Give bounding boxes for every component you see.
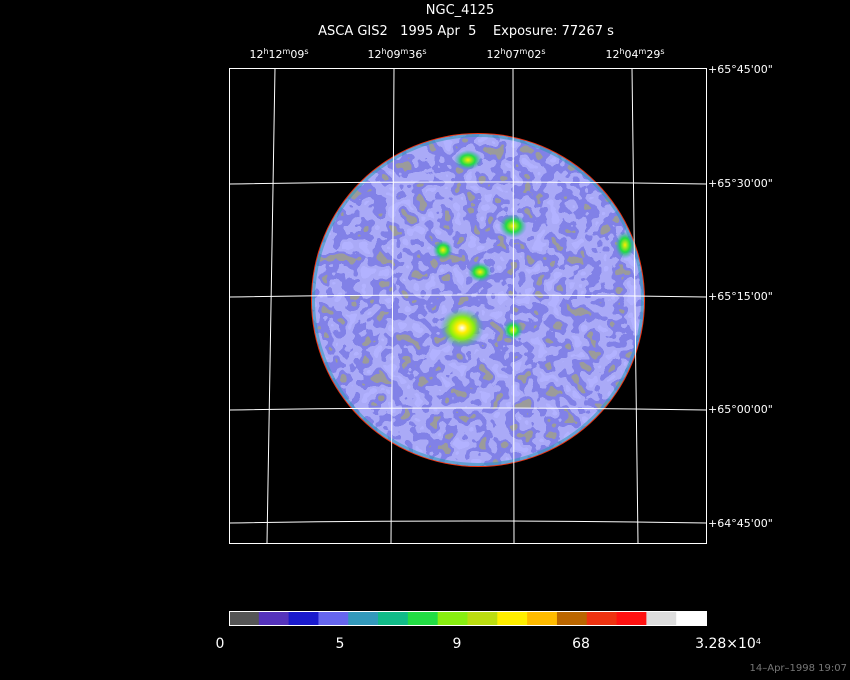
- colorbar-cell: [586, 611, 618, 625]
- colorbar-frame: [229, 611, 707, 626]
- colorbar: 0 5 9 68 3.28×104: [216, 611, 761, 652]
- label: 0: [216, 636, 225, 652]
- label-part: +65°00'00": [708, 403, 773, 416]
- image-texture: [312, 134, 644, 466]
- colorbar-cell: [646, 611, 677, 625]
- colorbar-cell: [378, 611, 409, 625]
- superscript: s: [541, 47, 545, 56]
- label: 12h04m29s: [605, 47, 664, 62]
- subtitle: ASCA GIS2 1995 Apr 5 Exposure: 77267 s: [318, 24, 614, 39]
- label-part: 9: [453, 636, 462, 652]
- colorbar-cell: [616, 611, 647, 625]
- superscript: h: [381, 47, 386, 56]
- colorbar-cell: [467, 611, 498, 625]
- label: 3.28×104: [695, 636, 761, 652]
- label-part: 12: [249, 48, 263, 61]
- label-part: +65°45'00": [708, 63, 773, 76]
- label-part: 68: [572, 636, 590, 652]
- superscript: m: [520, 47, 528, 56]
- footer-date: 14–Apr–1998 19:07: [750, 663, 847, 674]
- label: 68: [572, 636, 590, 652]
- colorbar-cell: [676, 611, 707, 625]
- label-part: 04: [625, 48, 639, 61]
- label-part: 07: [506, 48, 520, 61]
- label: 12h12m09s: [249, 47, 308, 62]
- label-part: 29: [646, 48, 660, 61]
- colorbar-cell: [318, 611, 349, 625]
- ra-labels: 12h12m09s 12h09m36s 12h07m02s 12h04m29s: [249, 47, 664, 62]
- colorbar-cell: [348, 611, 379, 625]
- label-part: 3.28×10: [695, 636, 756, 652]
- superscript: s: [660, 47, 664, 56]
- superscript: m: [401, 47, 409, 56]
- colorbar-cell: [497, 611, 528, 625]
- label: +65°00'00": [708, 403, 773, 416]
- label: +65°15'00": [708, 290, 773, 303]
- label-part: +65°15'00": [708, 290, 773, 303]
- label-part: 02: [527, 48, 541, 61]
- label: 12h07m02s: [486, 47, 545, 62]
- label: +65°30'00": [708, 177, 773, 190]
- label-part: +64°45'00": [708, 517, 773, 530]
- colorbar-cell: [288, 611, 319, 625]
- superscript: s: [304, 47, 308, 56]
- superscript: s: [422, 47, 426, 56]
- label-part: 09: [290, 48, 304, 61]
- colorbar-cell: [229, 611, 260, 625]
- label-part: 12: [269, 48, 283, 61]
- sky-image: [311, 133, 645, 467]
- label-part: 12: [367, 48, 381, 61]
- label: +64°45'00": [708, 517, 773, 530]
- superscript: 4: [756, 637, 761, 646]
- label: 12h09m36s: [367, 47, 426, 62]
- superscript: m: [639, 47, 647, 56]
- label-part: 12: [605, 48, 619, 61]
- label: +65°45'00": [708, 63, 773, 76]
- label-part: 0: [216, 636, 225, 652]
- superscript: m: [283, 47, 291, 56]
- label: 9: [453, 636, 462, 652]
- superscript: h: [500, 47, 505, 56]
- superscript: h: [619, 47, 624, 56]
- colorbar-cell: [258, 611, 290, 625]
- label-part: 12: [486, 48, 500, 61]
- superscript: h: [263, 47, 268, 56]
- coordinate-grid: [228, 67, 707, 544]
- title: NGC_4125: [426, 3, 494, 18]
- dec-labels: +65°45'00" +65°30'00" +65°15'00" +65°00'00"…: [708, 63, 773, 530]
- label: 5: [336, 636, 345, 652]
- colorbar-cell: [407, 611, 439, 625]
- colorbar-cell: [556, 611, 588, 625]
- label-part: 09: [387, 48, 401, 61]
- label-part: 36: [408, 48, 422, 61]
- colorbar-cell: [527, 611, 558, 625]
- label-part: +65°30'00": [708, 177, 773, 190]
- colorbar-cell: [437, 611, 468, 625]
- label-part: 5: [336, 636, 345, 652]
